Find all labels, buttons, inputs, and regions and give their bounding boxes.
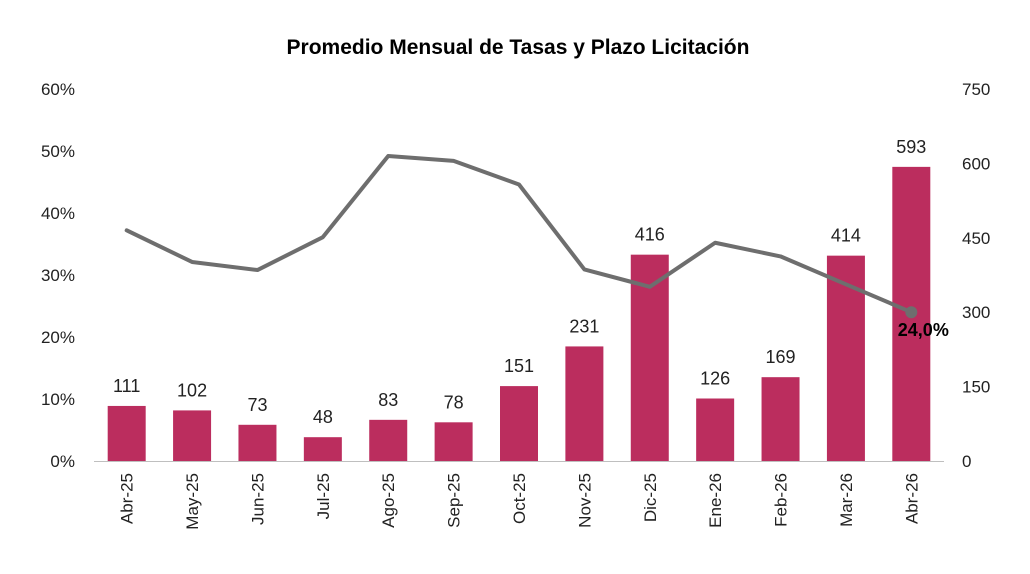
bar-data-label: 48 (313, 407, 333, 427)
bar-data-label: 414 (831, 226, 861, 246)
x-axis-tick-label: Jul-25 (314, 473, 333, 519)
bar-data-label: 151 (504, 356, 534, 376)
bar-data-label: 73 (247, 395, 267, 415)
bar (761, 377, 800, 461)
x-axis-tick-label: Jun-25 (248, 473, 267, 525)
line-last-point (905, 306, 918, 319)
x-axis-tick-label: Feb-26 (772, 473, 791, 527)
right-axis: 0 150 300 450 600 750 (962, 80, 990, 471)
left-axis-tick-label: 10% (41, 390, 75, 409)
x-axis-tick-label: May-25 (183, 473, 202, 530)
bar-data-label: 83 (378, 390, 398, 410)
left-axis-tick-label: 60% (41, 80, 75, 99)
left-axis-tick-label: 40% (41, 204, 75, 223)
bar-data-labels: 111 102 73 48 83 78 151 231 416 126 169 414 593 (113, 137, 926, 427)
bar (630, 254, 669, 461)
left-axis-tick-label: 30% (41, 266, 75, 285)
left-axis-tick-label: 0% (50, 452, 75, 471)
bar-data-label: 416 (635, 225, 665, 245)
bar-series (107, 166, 931, 461)
bar-data-label: 102 (177, 380, 207, 400)
bar (434, 422, 473, 461)
left-axis-tick-label: 50% (41, 142, 75, 161)
x-axis-tick-label: Oct-25 (510, 473, 529, 524)
x-axis-tick-label: Ago-25 (379, 473, 398, 528)
x-axis-tick-label: Abr-26 (902, 473, 921, 524)
bar (565, 346, 604, 461)
bar (107, 405, 146, 461)
right-axis-tick-label: 600 (962, 154, 990, 173)
x-axis-tick-label: Ene-26 (706, 473, 725, 528)
x-axis-tick-label: Mar-26 (837, 473, 856, 527)
bar (500, 386, 538, 461)
bar-data-label: 169 (766, 347, 796, 367)
right-axis-tick-label: 300 (962, 303, 990, 322)
line-data-label: 24,0% (898, 320, 949, 340)
bar-data-label: 231 (569, 316, 599, 336)
left-axis: 0% 10% 20% 30% 40% 50% 60% (41, 80, 75, 471)
x-axis-tick-label: Abr-25 (118, 473, 137, 524)
x-axis-tick-label: Sep-25 (445, 473, 464, 528)
x-axis-tick-label: Dic-25 (641, 473, 660, 522)
x-axis-ticks: Abr-25 May-25 Jun-25 Jul-25 Ago-25 Sep-25 Oct-… (118, 473, 922, 530)
bar-data-label: 111 (113, 376, 140, 396)
bar-data-label: 593 (896, 137, 926, 157)
bar (238, 424, 277, 461)
x-axis-tick-label: Nov-25 (575, 473, 594, 528)
line-path (124, 153, 914, 315)
bar (303, 437, 342, 461)
bar (696, 398, 735, 461)
right-axis-tick-label: 450 (962, 229, 990, 248)
left-axis-tick-label: 20% (41, 328, 75, 347)
bar (369, 419, 408, 461)
right-axis-tick-label: 150 (962, 378, 990, 397)
line-series: 24,0% (124, 153, 949, 340)
bar (173, 410, 212, 461)
bar-data-label: 126 (700, 369, 730, 389)
bar-data-label: 78 (444, 392, 464, 412)
chart-title: Promedio Mensual de Tasas y Plazo Licita… (287, 36, 750, 59)
right-axis-tick-label: 750 (962, 80, 990, 99)
right-axis-tick-label: 0 (962, 452, 971, 471)
